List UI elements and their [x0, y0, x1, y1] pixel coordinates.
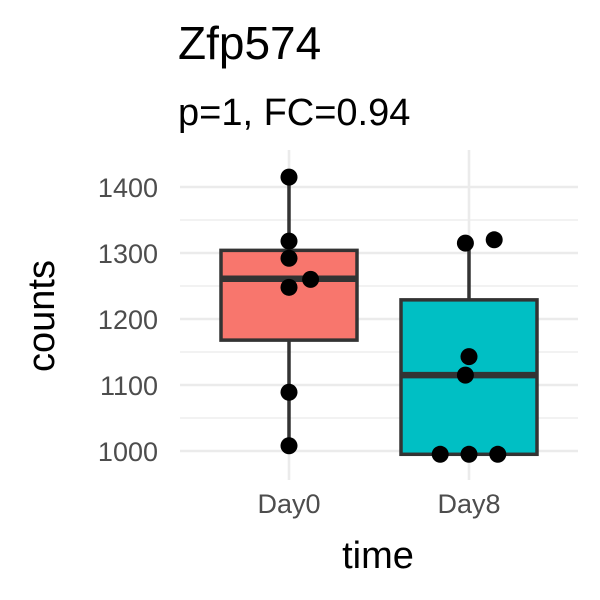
data-point: [460, 348, 478, 366]
y-axis-title: counts: [21, 260, 63, 372]
y-tick-label: 1400: [98, 173, 158, 203]
chart-subtitle: p=1, FC=0.94: [178, 92, 411, 134]
data-point: [280, 232, 298, 250]
data-point: [460, 445, 478, 463]
x-axis-ticks: Day0 Day8: [257, 489, 500, 519]
points-group: [280, 168, 507, 463]
box-day0: [219, 177, 359, 446]
data-point: [280, 383, 298, 401]
data-point: [280, 437, 298, 455]
y-tick-label: 1000: [98, 437, 158, 467]
data-point: [280, 278, 298, 296]
y-tick-label: 1200: [98, 305, 158, 335]
data-point: [456, 366, 474, 384]
y-tick-label: 1100: [100, 371, 158, 401]
box-day8: [399, 239, 539, 457]
boxes-group: [219, 177, 539, 457]
data-point: [431, 445, 449, 463]
data-point: [302, 270, 320, 288]
y-tick-label: 1300: [98, 239, 158, 269]
chart-title: Zfp574: [178, 17, 322, 69]
data-point: [485, 231, 503, 249]
data-point: [280, 168, 298, 186]
data-point: [489, 445, 507, 463]
data-point: [280, 249, 298, 267]
x-tick-label: Day0: [257, 489, 320, 519]
data-point: [456, 234, 474, 252]
x-axis-title: time: [342, 535, 414, 577]
x-tick-label: Day8: [437, 489, 500, 519]
y-axis-ticks: 1000 1100 1200 1300 1400: [98, 173, 158, 467]
